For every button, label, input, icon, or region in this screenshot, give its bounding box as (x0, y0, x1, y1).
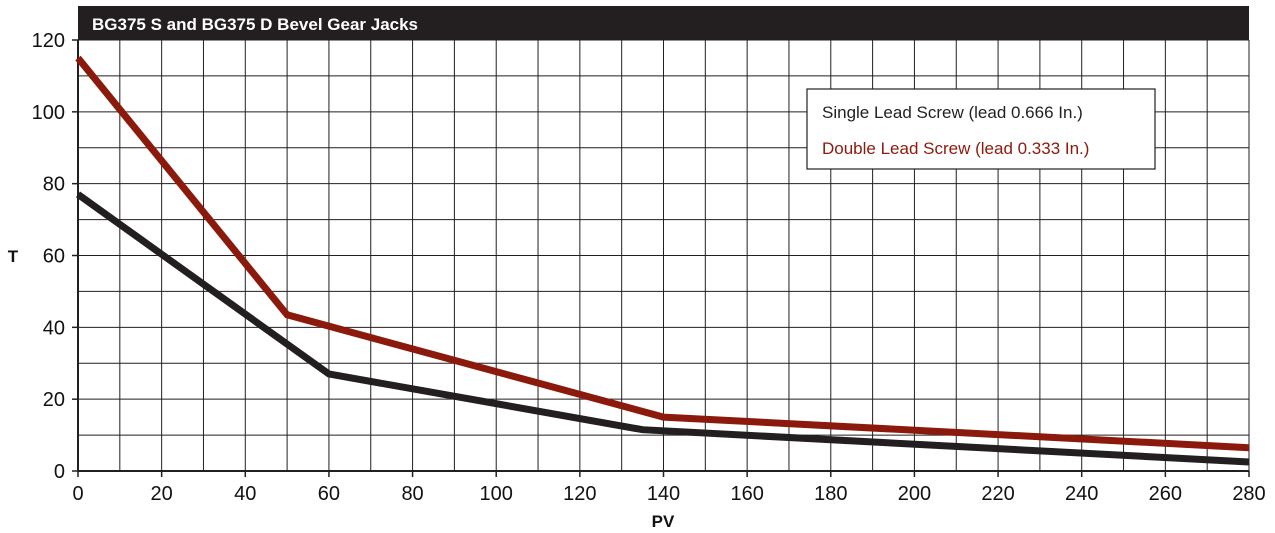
series-line-single-lead (75, 191, 1250, 466)
x-tick-label: 0 (72, 483, 83, 505)
y-tick-label: 60 (43, 246, 65, 268)
x-tick-label: 100 (480, 483, 513, 505)
x-tick-label: 20 (151, 483, 173, 505)
x-ticks: 0 20 40 60 80 100 120 140 160 180 200 220 240 260 280 (72, 471, 1266, 505)
y-tick-label: 80 (43, 174, 65, 196)
x-axis-title: PV (652, 512, 675, 531)
x-tick-label: 240 (1065, 483, 1098, 505)
legend-entry-single-lead: Single Lead Screw (lead 0.666 In.) (822, 103, 1083, 122)
x-tick-label: 260 (1149, 483, 1182, 505)
series-line-double-lead (75, 55, 1250, 452)
legend-box (806, 88, 1156, 170)
title-bar (78, 6, 1249, 40)
legend-entry-double-lead: Double Lead Screw (lead 0.333 In.) (822, 139, 1089, 158)
y-ticks: 0 20 40 60 80 100 120 (32, 30, 78, 483)
y-tick-label: 20 (43, 389, 65, 411)
chart-title: BG375 S and BG375 D Bevel Gear Jacks (92, 15, 418, 34)
y-tick-label: 120 (32, 30, 65, 52)
x-tick-label: 180 (814, 483, 847, 505)
x-tick-label: 220 (981, 483, 1014, 505)
y-tick-label: 40 (43, 317, 65, 339)
x-tick-label: 40 (234, 483, 256, 505)
series-group (75, 55, 1250, 466)
x-tick-label: 140 (647, 483, 680, 505)
y-axis-title: T (8, 247, 19, 266)
x-tick-label: 120 (563, 483, 596, 505)
x-tick-label: 80 (401, 483, 423, 505)
legend: Single Lead Screw (lead 0.666 In.) Doubl… (806, 88, 1156, 170)
x-tick-label: 60 (318, 483, 340, 505)
x-tick-label: 280 (1232, 483, 1265, 505)
y-tick-label: 0 (54, 461, 65, 483)
x-tick-label: 200 (898, 483, 931, 505)
y-tick-label: 100 (32, 102, 65, 124)
x-tick-label: 160 (730, 483, 763, 505)
